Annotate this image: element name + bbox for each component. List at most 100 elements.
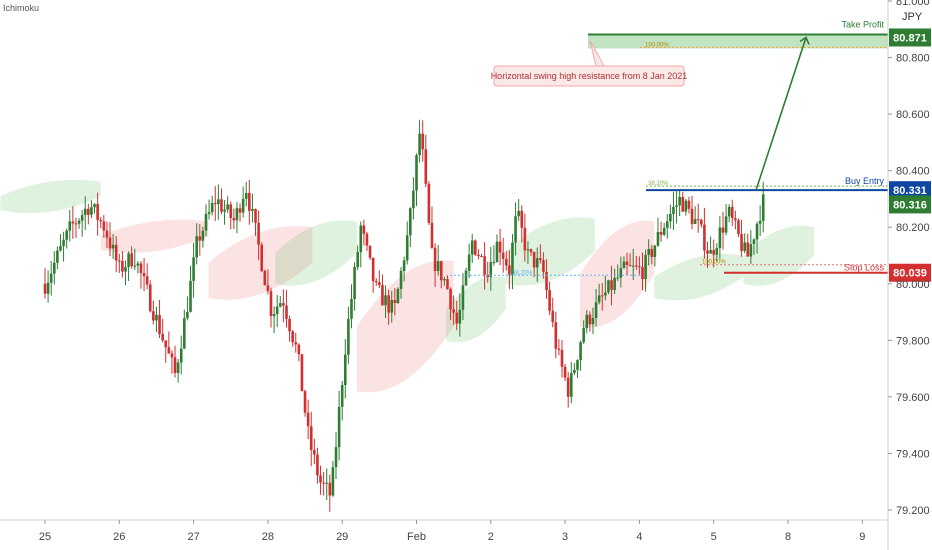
candle-body	[665, 221, 669, 228]
trade-levels: 100.00% Horizontal swing high resistance …	[450, 19, 931, 282]
candle-body	[396, 288, 400, 304]
candle-body	[439, 261, 443, 281]
candle-body	[628, 264, 632, 266]
candle-body	[746, 242, 750, 257]
candle-body	[545, 271, 548, 291]
candle-body	[470, 240, 474, 255]
candle-body	[582, 328, 585, 343]
candle-body	[597, 295, 601, 303]
candle-body	[133, 265, 137, 267]
candle-body	[90, 207, 93, 215]
date-tick-label: 3	[562, 531, 568, 543]
candle-body	[517, 210, 520, 217]
candle-body	[300, 354, 304, 392]
candle-body	[46, 282, 50, 294]
stop-loss-fib-label: 100.00%	[702, 260, 726, 266]
candle-body	[539, 258, 542, 261]
candle-body	[709, 249, 712, 254]
candle-body	[331, 467, 335, 496]
candle-body	[474, 240, 477, 255]
candle-body	[251, 208, 254, 211]
annotation-box	[493, 65, 685, 87]
candle-body	[313, 449, 316, 455]
candle-body	[433, 247, 437, 271]
candle-body	[761, 194, 765, 221]
candle-body	[557, 348, 561, 350]
price-tick-label: 80.800	[896, 53, 930, 65]
candle-body	[749, 244, 753, 257]
candle-body	[585, 314, 589, 329]
candle-body	[263, 270, 267, 286]
candle-body	[173, 357, 177, 373]
target-arrow-line	[755, 37, 807, 191]
candle-body	[207, 212, 211, 214]
candle-body	[52, 262, 56, 274]
cloud-segment	[743, 225, 815, 286]
buy-entry-badge-label: 80.331	[893, 185, 927, 197]
candle-body	[675, 205, 678, 207]
candle-body	[192, 257, 195, 281]
candle-body	[108, 237, 112, 249]
candle-body	[402, 260, 406, 271]
candle-body	[124, 267, 127, 272]
candle-body	[693, 219, 697, 224]
candle-body	[241, 198, 245, 213]
candle-body	[672, 206, 675, 214]
candle-body	[696, 219, 700, 221]
candle-body	[121, 260, 124, 272]
candle-body	[195, 236, 198, 258]
candle-body	[266, 285, 270, 292]
candle-body	[387, 295, 390, 313]
date-tick-label: 28	[262, 531, 274, 543]
candle-body	[201, 230, 205, 241]
candle-body	[591, 318, 595, 325]
candle-body	[306, 412, 310, 427]
date-tick-label: Feb	[407, 531, 426, 543]
candle-body	[93, 204, 96, 208]
candle-body	[393, 300, 397, 304]
candle-body	[210, 202, 214, 213]
candle-body	[238, 208, 242, 213]
candle-body	[681, 196, 685, 212]
cloud-segment	[446, 276, 506, 343]
candle-body	[498, 241, 502, 253]
candle-body	[511, 242, 514, 275]
candle-body	[737, 220, 740, 235]
price-tick-label: 80.600	[896, 109, 930, 121]
price-axis[interactable]: 79.200 79.400 79.600 79.800 80.000 80.200 80.4…	[887, 0, 930, 550]
candle-body	[319, 475, 322, 483]
stop-loss-badge-label: 80.039	[893, 268, 927, 280]
candle-body	[662, 227, 666, 235]
date-tick-label: 25	[39, 531, 51, 543]
candle-body	[430, 222, 434, 248]
candle-body	[232, 218, 236, 221]
take-profit-fib-label: 100.00%	[645, 42, 669, 48]
candle-body	[179, 348, 183, 363]
candle-body	[105, 230, 109, 238]
candle-body	[535, 258, 539, 268]
date-tick-label: 5	[711, 531, 717, 543]
candle-body	[523, 227, 527, 251]
candle-body	[74, 223, 78, 225]
candle-body	[254, 208, 257, 223]
date-axis[interactable]: 25 26 27 28 29 Feb 2 3 4 5 8 9	[0, 519, 888, 543]
candle-body	[464, 270, 468, 286]
price-tick-label: 79.800	[896, 335, 930, 347]
candle-body	[734, 218, 737, 221]
candle-body	[542, 260, 545, 272]
candle-body	[170, 353, 174, 358]
price-tick-label: 80.000	[896, 279, 930, 291]
candle-body	[573, 369, 576, 373]
price-tick-label: 79.200	[896, 505, 930, 517]
candle-body	[297, 344, 301, 355]
candle-body	[638, 266, 641, 268]
candle-body	[588, 314, 592, 325]
candle-body	[730, 206, 734, 219]
ichimoku-cloud	[0, 179, 815, 393]
candle-body	[495, 241, 499, 263]
candle-body	[421, 133, 424, 150]
candle-body	[579, 342, 582, 361]
candle-body	[322, 482, 325, 484]
candle-body	[678, 196, 681, 206]
